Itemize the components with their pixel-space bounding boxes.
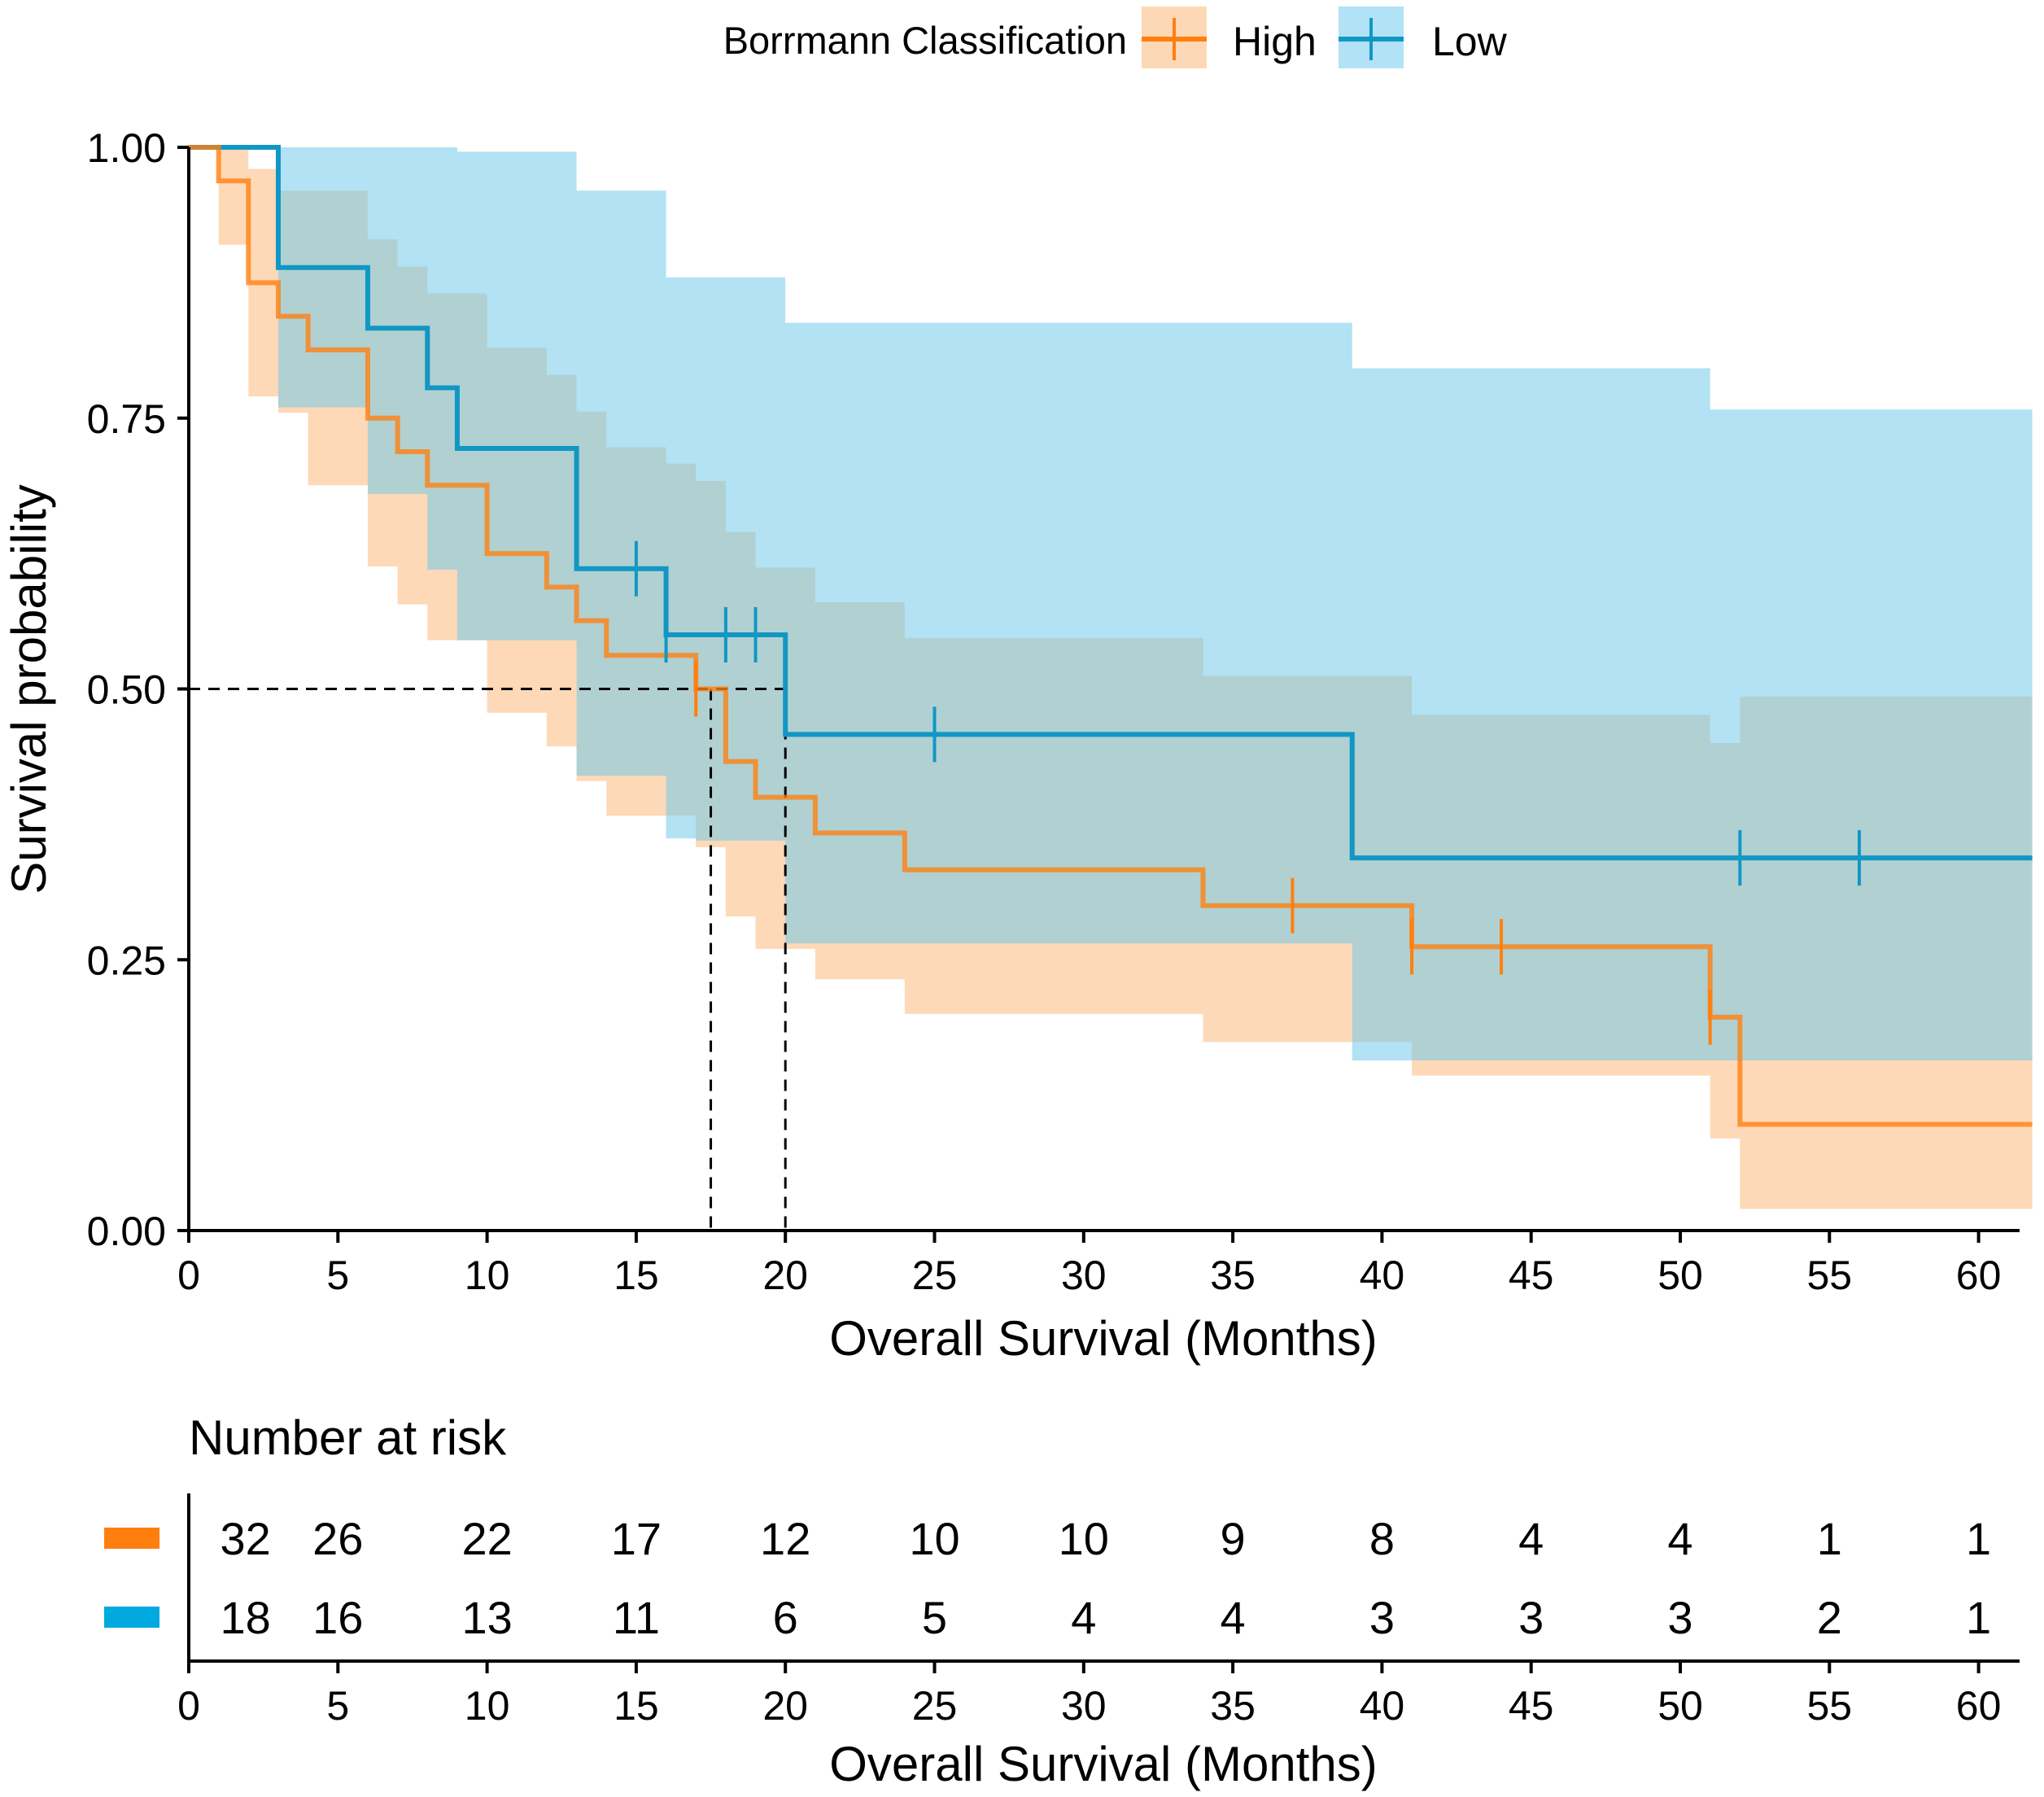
y-axis-title: Survival probability (2, 484, 56, 894)
risk-count-high-10: 22 (461, 1513, 512, 1564)
risk-count-high-40: 8 (1369, 1513, 1395, 1564)
legend-label-high: High (1233, 19, 1317, 64)
risk-count-high-35: 9 (1221, 1513, 1246, 1564)
legend: Borrmann Classification High Low (723, 7, 1508, 68)
risk-x-tick-label-30: 30 (1061, 1683, 1107, 1729)
survival-curve-high (189, 145, 2033, 1127)
risk-count-low-15: 11 (613, 1592, 660, 1643)
x-tick-label-20: 20 (762, 1253, 808, 1298)
risk-count-high-15: 17 (611, 1513, 662, 1564)
risk-count-high-5: 26 (312, 1513, 363, 1564)
risk-count-high-50: 4 (1667, 1513, 1692, 1564)
x-tick-label-25: 25 (912, 1253, 958, 1298)
risk-table-x-ticks: 0 5 10 15 20 25 30 35 40 45 50 55 60 (177, 1661, 2001, 1729)
censor-marks (634, 540, 1861, 1045)
risk-count-low-5: 16 (312, 1592, 363, 1643)
risk-x-tick-label-50: 50 (1657, 1683, 1703, 1729)
x-tick-label-30: 30 (1061, 1253, 1107, 1298)
risk-count-low-0: 18 (221, 1592, 271, 1643)
confidence-band-low (189, 147, 2033, 1061)
y-tick-label-0.00: 0.00 (87, 1209, 166, 1254)
risk-table-x-axis-title: Overall Survival (Months) (829, 1737, 1378, 1791)
confidence-bands (189, 147, 2033, 1209)
risk-x-tick-label-55: 55 (1806, 1683, 1852, 1729)
risk-count-low-25: 5 (922, 1592, 947, 1643)
risk-key-high (104, 1528, 159, 1549)
survival-curve-low (189, 145, 2033, 861)
y-tick-label-0.50: 0.50 (87, 667, 166, 713)
x-tick-label-0: 0 (177, 1253, 200, 1298)
risk-table-title: Number at risk (189, 1410, 507, 1465)
x-ticks: 0 5 10 15 20 25 30 35 40 45 50 55 60 (177, 1231, 2001, 1298)
risk-x-tick-label-20: 20 (762, 1683, 808, 1729)
risk-x-tick-label-5: 5 (326, 1683, 349, 1729)
legend-entry-high: High (1142, 7, 1317, 68)
risk-x-tick-label-10: 10 (465, 1683, 510, 1729)
legend-title: Borrmann Classification (723, 19, 1127, 62)
risk-count-high-0: 32 (221, 1513, 271, 1564)
risk-count-low-55: 2 (1817, 1592, 1842, 1643)
x-tick-label-60: 60 (1956, 1253, 2002, 1298)
risk-count-high-45: 4 (1518, 1513, 1544, 1564)
x-tick-label-5: 5 (326, 1253, 349, 1298)
legend-entry-low: Low (1339, 7, 1508, 68)
risk-table-values: 32 26 22 17 12 10 10 9 8 4 4 1 118 16 13 11 6 5 4 4 3 3 3 2 1 (221, 1513, 1992, 1643)
x-tick-label-40: 40 (1360, 1253, 1405, 1298)
y-tick-label-0.25: 0.25 (87, 938, 166, 983)
risk-count-high-55: 1 (1817, 1513, 1842, 1564)
risk-x-tick-label-25: 25 (912, 1683, 958, 1729)
risk-count-high-60: 1 (1966, 1513, 1991, 1564)
risk-x-tick-label-45: 45 (1509, 1683, 1554, 1729)
risk-x-tick-label-40: 40 (1360, 1683, 1405, 1729)
x-tick-label-45: 45 (1509, 1253, 1554, 1298)
risk-count-low-40: 3 (1369, 1592, 1395, 1643)
x-tick-label-35: 35 (1210, 1253, 1256, 1298)
legend-label-low: Low (1432, 19, 1508, 64)
x-tick-label-50: 50 (1657, 1253, 1703, 1298)
risk-count-low-10: 13 (461, 1592, 512, 1643)
risk-x-tick-label-15: 15 (614, 1683, 659, 1729)
risk-count-high-20: 12 (760, 1513, 810, 1564)
risk-count-low-45: 3 (1518, 1592, 1544, 1643)
y-tick-label-1.00: 1.00 (87, 125, 166, 171)
risk-x-tick-label-60: 60 (1956, 1683, 2002, 1729)
risk-count-low-35: 4 (1221, 1592, 1246, 1643)
risk-x-tick-label-0: 0 (177, 1683, 200, 1729)
risk-count-low-30: 4 (1071, 1592, 1096, 1643)
risk-count-low-20: 6 (773, 1592, 798, 1643)
risk-key-low (104, 1607, 159, 1628)
risk-x-tick-label-35: 35 (1210, 1683, 1256, 1729)
risk-count-high-25: 10 (909, 1513, 959, 1564)
y-ticks: 0.00 0.25 0.50 0.75 1.00 (87, 125, 189, 1254)
x-tick-label-55: 55 (1806, 1253, 1852, 1298)
x-tick-label-10: 10 (465, 1253, 510, 1298)
survival-curves (189, 145, 2033, 1127)
median-survival-lines (189, 688, 787, 1231)
y-tick-label-0.75: 0.75 (87, 396, 166, 442)
risk-count-low-50: 3 (1667, 1592, 1692, 1643)
x-axis-title: Overall Survival (Months) (829, 1311, 1378, 1366)
x-tick-label-15: 15 (614, 1253, 659, 1298)
risk-count-low-60: 1 (1966, 1592, 1991, 1643)
risk-count-high-30: 10 (1059, 1513, 1109, 1564)
